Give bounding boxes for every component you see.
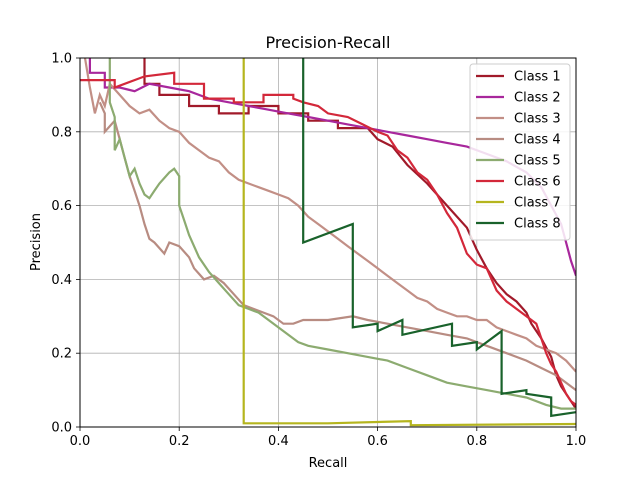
axis-ticks: 0.0 0.2 0.4 0.6 0.8 1.0 0.0 0.2 0.4 0.6 0.8 1.0 [51, 52, 586, 450]
legend-label: Class 6 [514, 175, 561, 190]
x-tick-label: 0.2 [169, 434, 190, 449]
y-tick-label: 1.0 [51, 52, 72, 67]
legend-box [469, 63, 571, 241]
x-tick-label: 0.0 [70, 434, 91, 449]
legend-label: Class 2 [514, 91, 561, 106]
series-line-class-5 [108, 58, 576, 410]
x-tick-label: 1.0 [566, 434, 587, 449]
y-axis-label: Precision [29, 213, 44, 271]
legend: Class 1 Class 2 Class 3 Class 4 Class 5 Class… [469, 63, 571, 241]
y-tick-label: 0.2 [51, 347, 72, 362]
series-line-class-8 [302, 58, 576, 418]
legend-label: Class 5 [514, 154, 561, 169]
y-tick-label: 0.0 [51, 421, 72, 436]
series-line-class-3 [83, 58, 576, 373]
series-lines [80, 58, 576, 427]
y-tick-label: 0.8 [51, 125, 72, 140]
legend-label: Class 4 [514, 133, 561, 148]
legend-label: Class 3 [514, 112, 561, 127]
chart-title: Precision-Recall [266, 33, 391, 52]
y-tick-label: 0.6 [51, 199, 72, 214]
series-line-class-7 [242, 58, 576, 427]
legend-label: Class 8 [514, 217, 561, 232]
series-line-class-6 [80, 71, 576, 406]
plot-frame [79, 57, 577, 428]
legend-label: Class 7 [514, 196, 561, 211]
x-axis-label: Recall [309, 456, 348, 471]
legend-label: Class 1 [514, 70, 561, 85]
y-tick-label: 0.4 [51, 273, 72, 288]
x-tick-label: 0.8 [466, 434, 487, 449]
x-tick-label: 0.6 [367, 434, 388, 449]
x-tick-label: 0.4 [268, 434, 289, 449]
